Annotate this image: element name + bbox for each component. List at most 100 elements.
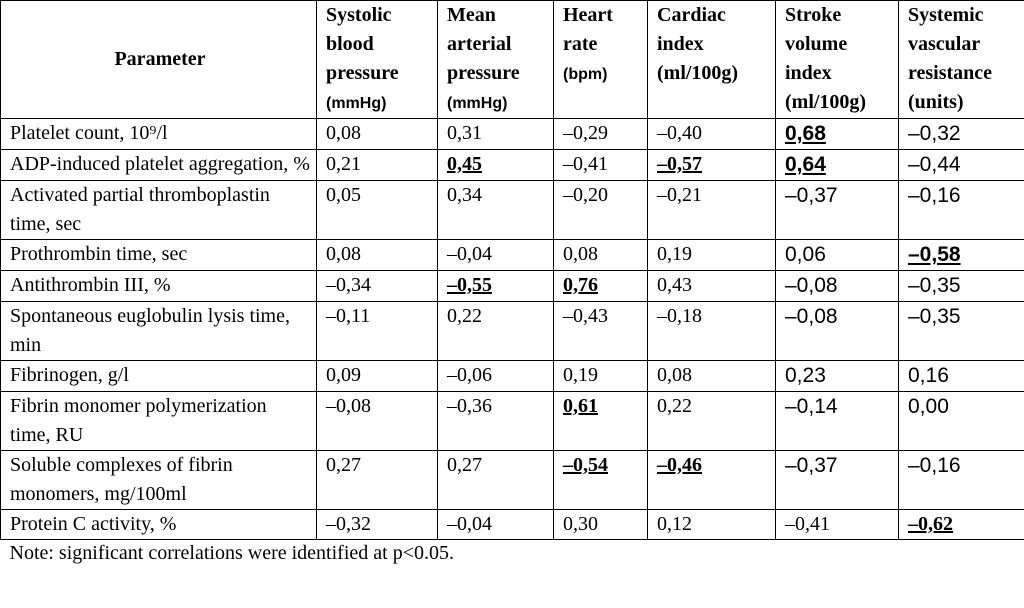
- correlation-value: –0,06: [447, 364, 492, 386]
- value-cell: –0,37: [775, 450, 899, 510]
- correlation-value: 0,16: [908, 364, 949, 387]
- parameter-name: Platelet count, 10⁹/l: [10, 122, 168, 144]
- value-cell: 0,19: [553, 360, 648, 392]
- parameter-name: Fibrin monomer polymerization time, RU: [10, 395, 267, 446]
- column-label: Cardiac index: [657, 4, 726, 55]
- correlation-value: –0,34: [326, 274, 371, 296]
- table-row: ADP-induced platelet aggregation, % 0,21 0…: [0, 149, 1024, 181]
- value-cell: –0,16: [898, 450, 1024, 510]
- correlation-value: 0,08: [326, 122, 361, 144]
- parameter-name: Protein C activity, %: [10, 513, 177, 535]
- correlation-value: 0,45: [447, 153, 482, 175]
- correlation-value: 0,27: [447, 454, 482, 476]
- value-cell: 0,34: [437, 180, 554, 240]
- value-cell: –0,20: [553, 180, 648, 240]
- value-cell: 0,27: [316, 450, 438, 510]
- value-cell: 0,61: [553, 391, 648, 451]
- correlation-value: –0,41: [785, 513, 830, 535]
- correlation-value: –0,43: [563, 305, 608, 327]
- correlation-value: 0,64: [785, 153, 826, 176]
- column-header: Parameter: [0, 0, 317, 119]
- correlation-value: –0,08: [785, 274, 838, 297]
- parameter-name: ADP-induced platelet aggregation, %: [10, 153, 310, 175]
- value-cell: 0,45: [437, 149, 554, 181]
- value-cell: –0,41: [775, 509, 899, 540]
- correlation-value: 0,19: [563, 364, 598, 386]
- correlation-value: 0,12: [657, 513, 692, 535]
- value-cell: –0,36: [437, 391, 554, 451]
- correlation-value: 0,30: [563, 513, 598, 535]
- value-cell: –0,08: [775, 301, 899, 361]
- value-cell: –0,32: [898, 118, 1024, 150]
- table-row: Activated partial thromboplastin time, s…: [0, 180, 1024, 240]
- correlation-value: –0,16: [908, 454, 961, 477]
- correlation-value: –0,36: [447, 395, 492, 417]
- correlation-value: 0,22: [447, 305, 482, 327]
- value-cell: –0,16: [898, 180, 1024, 240]
- value-cell: –0,57: [647, 149, 776, 181]
- value-cell: –0,11: [316, 301, 438, 361]
- correlation-value: –0,46: [657, 454, 702, 476]
- column-label: Stroke volume index: [785, 4, 848, 84]
- value-cell: –0,54: [553, 450, 648, 510]
- parameter-name: Soluble complexes of fibrin monomers, mg…: [10, 454, 233, 505]
- table-row: Fibrin monomer polymerization time, RU –0…: [0, 391, 1024, 451]
- correlation-value: –0,44: [908, 153, 961, 176]
- correlation-value: –0,57: [657, 153, 702, 175]
- value-cell: 0,19: [647, 239, 776, 271]
- correlation-value: –0,20: [563, 184, 608, 206]
- correlation-value: –0,04: [447, 243, 492, 265]
- value-cell: –0,55: [437, 270, 554, 302]
- parameter-cell: Antithrombin III, %: [0, 270, 317, 302]
- correlation-value: –0,35: [908, 274, 961, 297]
- correlation-value: –0,35: [908, 305, 961, 328]
- column-header: Mean arterial pressure (mmHg): [437, 0, 554, 119]
- table-row: Soluble complexes of fibrin monomers, mg…: [0, 450, 1024, 510]
- correlation-value: 0,34: [447, 184, 482, 206]
- value-cell: 0,08: [316, 118, 438, 150]
- value-cell: –0,08: [316, 391, 438, 451]
- correlation-value: 0,68: [785, 122, 826, 145]
- value-cell: 0,30: [553, 509, 648, 540]
- column-label: Heart rate: [563, 4, 613, 55]
- value-cell: 0,05: [316, 180, 438, 240]
- parameter-cell: Prothrombin time, sec: [0, 239, 317, 271]
- parameter-name: Spontaneous euglobulin lysis time, min: [10, 305, 290, 356]
- table-row: Fibrinogen, g/l 0,09 –0,06 0,19 0,08 0,23 0,16: [0, 360, 1024, 392]
- column-unit: (ml/100g): [785, 91, 867, 113]
- header-row: Parameter Systolic blood pressure (mmHg) Me…: [0, 0, 1024, 119]
- correlation-value: 0,08: [657, 364, 692, 386]
- value-cell: 0,27: [437, 450, 554, 510]
- value-cell: –0,04: [437, 509, 554, 540]
- value-cell: –0,46: [647, 450, 776, 510]
- table-row: Antithrombin III, % –0,34 –0,55 0,76 0,43 –0,…: [0, 270, 1024, 302]
- correlation-value: 0,27: [326, 454, 361, 476]
- parameter-name: Prothrombin time, sec: [10, 243, 188, 265]
- correlation-value: –0,54: [563, 454, 608, 476]
- correlation-value: –0,37: [785, 184, 838, 207]
- column-header: Systemic vascular resistance (units): [898, 0, 1024, 119]
- parameter-cell: Activated partial thromboplastin time, s…: [0, 180, 317, 240]
- value-cell: –0,21: [647, 180, 776, 240]
- value-cell: –0,06: [437, 360, 554, 392]
- parameter-name: Activated partial thromboplastin time, s…: [10, 184, 270, 235]
- correlation-value: –0,32: [908, 122, 961, 145]
- column-unit: (units): [908, 91, 964, 113]
- correlation-value: –0,08: [326, 395, 371, 417]
- correlation-value: –0,55: [447, 274, 492, 296]
- correlation-value: –0,18: [657, 305, 702, 327]
- value-cell: 0,00: [898, 391, 1024, 451]
- value-cell: –0,04: [437, 239, 554, 271]
- column-label: Systolic blood pressure: [326, 4, 399, 84]
- value-cell: –0,14: [775, 391, 899, 451]
- correlation-value: –0,04: [447, 513, 492, 535]
- column-header: Cardiac index (ml/100g): [647, 0, 776, 119]
- correlation-value: –0,11: [326, 305, 371, 327]
- correlation-value: 0,08: [563, 243, 598, 265]
- value-cell: –0,08: [775, 270, 899, 302]
- parameter-cell: Spontaneous euglobulin lysis time, min: [0, 301, 317, 361]
- value-cell: –0,35: [898, 301, 1024, 361]
- column-header: Heart rate (bpm): [553, 0, 648, 119]
- value-cell: 0,22: [647, 391, 776, 451]
- value-cell: 0,08: [316, 239, 438, 271]
